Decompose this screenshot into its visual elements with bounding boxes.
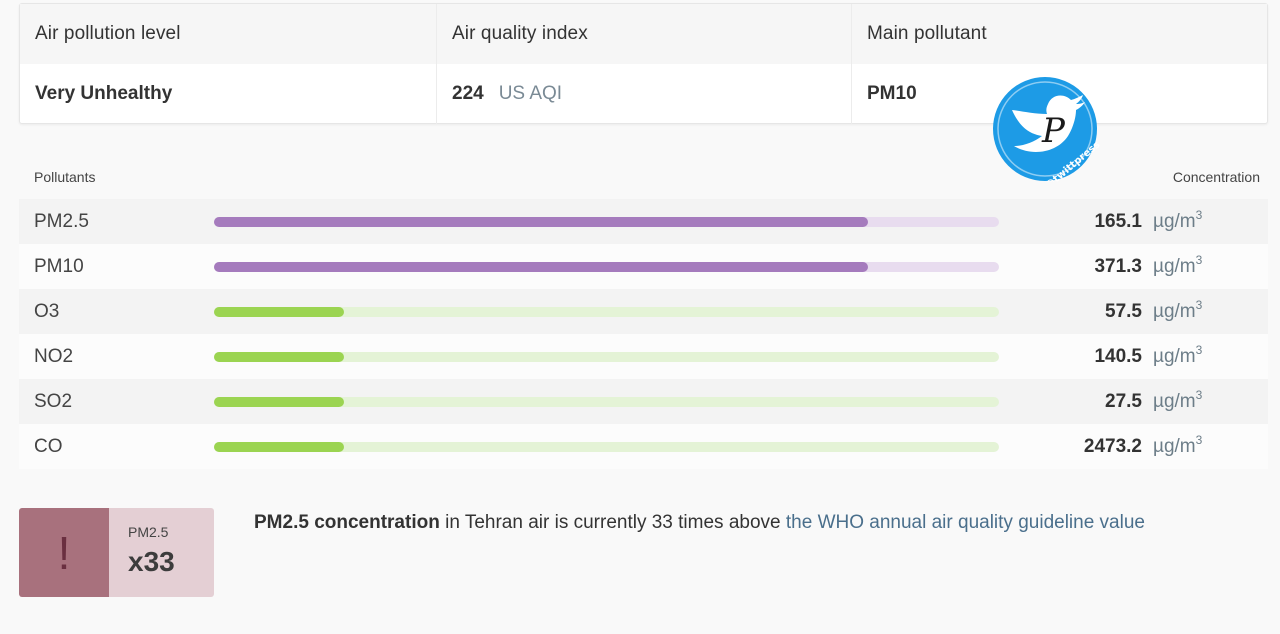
concentration-unit: µg/m3: [1153, 342, 1203, 368]
concentration-bar-track: [214, 351, 999, 362]
alert-message-text: in Tehran air is currently 33 times abov…: [439, 512, 786, 533]
pollutant-table: PM2.5 165.1 µg/m3 PM10 371.3 µg/m3 O3 57.5 µg/m3…: [19, 199, 1268, 469]
concentration-value: 2473.2: [1083, 435, 1142, 457]
pollutant-name: PM10: [34, 255, 84, 277]
unit-superscript: 3: [1195, 297, 1203, 312]
unit-base: µg/m: [1153, 345, 1196, 367]
alert-message: PM2.5 concentration in Tehran air is cur…: [254, 512, 1145, 534]
concentration-bar-track: [214, 306, 999, 317]
concentration-bar-fill: [214, 306, 344, 317]
pollution-level-value: Very Unhealthy: [35, 83, 173, 104]
concentration-value: 140.5: [1094, 345, 1142, 367]
pollutant-row: CO 2473.2 µg/m3: [19, 424, 1268, 469]
concentration-bar-fill: [214, 261, 868, 272]
pollutant-name: NO2: [34, 345, 74, 367]
air-quality-summary: Air pollution level Air quality index Ma…: [19, 3, 1268, 124]
concentration-bar-fill: [214, 216, 868, 227]
concentration-bar-track: [214, 441, 999, 452]
aqi-unit: US AQI: [498, 83, 563, 104]
header-main-pollutant: Main pollutant: [851, 4, 1269, 64]
alert-message-bold: PM2.5 concentration: [254, 512, 440, 533]
unit-superscript: 3: [1195, 207, 1203, 222]
unit-base: µg/m: [1153, 300, 1196, 322]
pm25-alert-box: ! PM2.5 x33: [19, 508, 214, 597]
alert-info: PM2.5 x33: [109, 508, 214, 597]
concentration-unit: µg/m3: [1153, 387, 1203, 413]
concentration-value: 57.5: [1105, 300, 1142, 322]
header-pollution-level: Air pollution level: [35, 23, 181, 44]
alert-multiplier: x33: [128, 546, 175, 577]
pollutants-label: Pollutants: [34, 169, 96, 185]
alert-pollutant: PM2.5: [128, 524, 169, 540]
pollutant-row: O3 57.5 µg/m3: [19, 289, 1268, 334]
concentration-unit: µg/m3: [1153, 207, 1203, 233]
concentration-unit: µg/m3: [1153, 252, 1203, 278]
pollutant-row: SO2 27.5 µg/m3: [19, 379, 1268, 424]
concentration-label: Concentration: [1172, 169, 1260, 185]
unit-superscript: 3: [1195, 432, 1203, 447]
header-aqi: Air quality index: [436, 4, 851, 64]
concentration-unit: µg/m3: [1153, 297, 1203, 323]
twittpress-watermark-logo: P @twittpress: [993, 77, 1100, 182]
unit-superscript: 3: [1195, 252, 1203, 267]
concentration-value: 27.5: [1105, 390, 1142, 412]
concentration-bar-track: [214, 396, 999, 407]
pollutant-name: O3: [34, 300, 60, 322]
unit-superscript: 3: [1195, 387, 1203, 402]
unit-base: µg/m: [1153, 390, 1196, 412]
concentration-value: 165.1: [1094, 210, 1142, 232]
concentration-bar-fill: [214, 396, 344, 407]
aqi-cell: 224 US AQI: [436, 64, 851, 124]
pollutant-row: PM10 371.3 µg/m3: [19, 244, 1268, 289]
aqi-value: 224: [452, 83, 484, 104]
unit-base: µg/m: [1153, 210, 1196, 232]
unit-base: µg/m: [1153, 435, 1196, 457]
unit-base: µg/m: [1153, 255, 1196, 277]
unit-superscript: 3: [1195, 342, 1203, 357]
pollutant-row: PM2.5 165.1 µg/m3: [19, 199, 1268, 244]
concentration-unit: µg/m3: [1153, 432, 1203, 458]
pollutant-name: SO2: [34, 390, 73, 412]
concentration-value: 371.3: [1094, 255, 1142, 277]
who-guideline-link[interactable]: the WHO annual air quality guideline val…: [785, 512, 1145, 533]
pollutant-name: PM2.5: [34, 210, 89, 232]
concentration-bar-track: [214, 216, 999, 227]
summary-value-row: Very Unhealthy 224 US AQI PM10: [20, 64, 1267, 124]
summary-header-row: Air pollution level Air quality index Ma…: [20, 4, 1267, 64]
concentration-bar-fill: [214, 351, 344, 362]
concentration-bar-fill: [214, 441, 344, 452]
svg-text:P: P: [1041, 111, 1066, 151]
exclamation-icon: !: [19, 508, 109, 597]
main-pollutant-value: PM10: [851, 64, 1269, 124]
pollutant-name: CO: [34, 435, 63, 457]
pollutant-row: NO2 140.5 µg/m3: [19, 334, 1268, 379]
concentration-bar-track: [214, 261, 999, 272]
